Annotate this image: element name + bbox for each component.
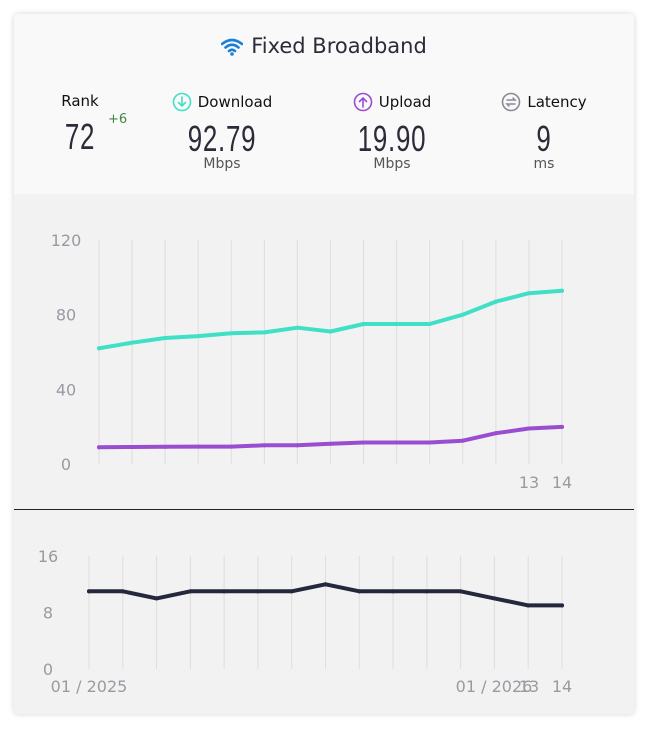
data-point-upload (262, 443, 266, 447)
data-point-download (461, 313, 465, 317)
download-arrow-icon (172, 93, 198, 111)
data-point-upload (97, 445, 101, 449)
y-tick-label: 40 (56, 380, 76, 399)
data-point-download (196, 334, 200, 338)
latency-value: 9 (508, 118, 580, 160)
data-point-upload (130, 445, 134, 449)
data-point-upload (560, 425, 564, 429)
data-point-upload (494, 431, 498, 435)
data-point-upload (461, 439, 465, 443)
data-point-download (494, 300, 498, 304)
rank-metric: Rank 72 (50, 92, 110, 158)
latency-metric: Latency 9 ms (494, 92, 594, 172)
upload-arrow-icon (353, 93, 379, 111)
y-tick-label: 16 (38, 547, 58, 566)
data-point-latency (560, 603, 564, 607)
download-label: Download (198, 93, 273, 111)
data-point-latency (87, 589, 91, 593)
data-point-download (560, 289, 564, 293)
latency-icon (501, 93, 527, 111)
data-point-latency (391, 589, 395, 593)
data-point-upload (196, 445, 200, 449)
x-tick-label: 14 (552, 677, 572, 696)
data-point-upload (229, 445, 233, 449)
data-point-latency (324, 582, 328, 586)
data-point-download (262, 330, 266, 334)
y-tick-label: 80 (56, 306, 76, 325)
data-point-upload (428, 441, 432, 445)
y-tick-label: 0 (61, 455, 71, 474)
data-point-download (395, 322, 399, 326)
data-point-latency (188, 589, 192, 593)
rank-value: 72 (58, 116, 101, 158)
rank-delta: +6 (108, 112, 127, 127)
header: Fixed Broadband Rank 72 +6 Download 92.7… (14, 14, 634, 194)
data-point-download (130, 341, 134, 345)
data-point-upload (295, 443, 299, 447)
data-point-latency (526, 603, 530, 607)
data-point-download (97, 346, 101, 350)
data-point-upload (362, 441, 366, 445)
upload-metric: Upload 19.90 Mbps (337, 92, 447, 172)
data-point-latency (256, 589, 260, 593)
upload-label: Upload (379, 93, 432, 111)
x-tick-label: 13 (519, 677, 539, 696)
data-point-latency (459, 589, 463, 593)
data-point-latency (155, 596, 159, 600)
y-tick-label: 120 (51, 231, 82, 250)
data-point-download (295, 326, 299, 330)
data-point-latency (357, 589, 361, 593)
data-point-upload (395, 441, 399, 445)
upload-value: 19.90 (352, 118, 431, 160)
data-point-latency (121, 589, 125, 593)
x-tick-label: 14 (552, 473, 572, 492)
x-tick-label: 01 / 2025 (51, 677, 128, 696)
data-point-download (229, 331, 233, 335)
data-point-latency (492, 596, 496, 600)
data-point-latency (425, 589, 429, 593)
chart-area: 0 40 80 120 13 14 0 8 16 01 / 2025 01 / 2026 13 14 (14, 194, 634, 714)
download-value: 92.79 (179, 118, 265, 160)
wifi-icon (221, 37, 243, 61)
data-point-download (163, 336, 167, 340)
data-point-latency (222, 589, 226, 593)
data-point-download (362, 322, 366, 326)
latency-label: Latency (527, 93, 586, 111)
data-point-download (428, 322, 432, 326)
data-point-latency (290, 589, 294, 593)
data-point-upload (163, 445, 167, 449)
data-point-upload (329, 442, 333, 446)
data-point-upload (527, 427, 531, 431)
rank-label: Rank (50, 92, 110, 110)
x-tick-label: 13 (519, 473, 539, 492)
broadband-card: Fixed Broadband Rank 72 +6 Download 92.7… (14, 14, 634, 714)
data-point-download (527, 291, 531, 295)
data-point-download (329, 329, 333, 333)
download-metric: Download 92.79 Mbps (162, 92, 282, 172)
page-title: Fixed Broadband (14, 34, 634, 61)
y-tick-label: 8 (43, 604, 53, 623)
title-text: Fixed Broadband (251, 34, 427, 58)
